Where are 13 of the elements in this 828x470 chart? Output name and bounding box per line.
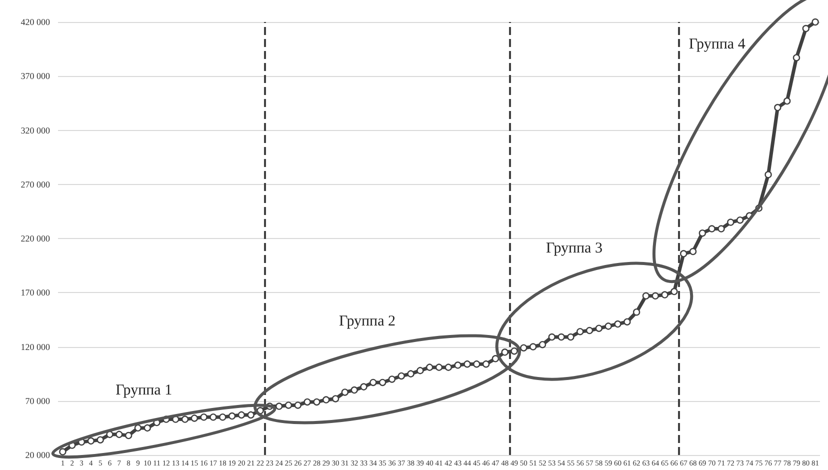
annotation: Группа 4 [688, 36, 746, 54]
y-tick-label: 320 000 [20, 125, 50, 136]
y-tick-label: 20 000 [25, 450, 50, 460]
y-tick-label: 420 000 [20, 17, 50, 27]
annotation: Группа 3 [546, 240, 602, 258]
y-tick-label: 70 000 [25, 396, 50, 406]
y-tick-label: 270 000 [20, 179, 50, 190]
y-tick-label: 370 000 [20, 71, 50, 82]
y-tick-label: 120 000 [20, 342, 50, 352]
y-tick-label: 170 000 [20, 288, 50, 298]
y-tick-label: 220 000 [20, 234, 50, 244]
annotation: Группа 2 [339, 313, 396, 330]
annotation: Группа 1 [116, 382, 172, 400]
